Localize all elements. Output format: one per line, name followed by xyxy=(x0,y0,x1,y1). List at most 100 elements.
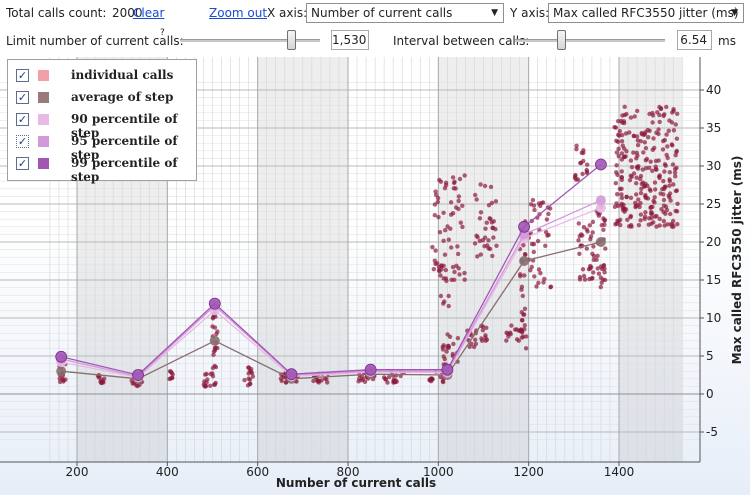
data-point xyxy=(519,284,525,289)
legend-item-99-percentile[interactable]: ✓ 99 percentile of step xyxy=(16,155,196,184)
data-point xyxy=(581,225,587,230)
data-point xyxy=(613,181,618,186)
data-point xyxy=(441,263,446,268)
data-point xyxy=(651,220,656,225)
data-point xyxy=(649,211,654,216)
data-point xyxy=(661,138,666,144)
data-point xyxy=(616,146,621,151)
limit-slider-track xyxy=(180,39,320,42)
data-point xyxy=(652,195,657,200)
data-point xyxy=(598,284,603,290)
legend-item-individual-calls[interactable]: ✓ individual calls xyxy=(16,67,196,85)
legend-checkbox[interactable]: ✓ xyxy=(16,135,29,148)
data-point xyxy=(636,223,642,228)
data-point xyxy=(672,170,678,175)
interval-slider-track xyxy=(515,39,665,42)
data-point xyxy=(650,120,655,125)
data-point xyxy=(675,222,680,227)
data-point xyxy=(649,215,654,220)
data-point xyxy=(595,253,600,258)
data-point xyxy=(584,167,589,173)
x-axis-select[interactable]: Number of current calls ▼ xyxy=(306,3,504,23)
data-point xyxy=(618,222,623,228)
data-point xyxy=(438,293,444,299)
interval-slider[interactable] xyxy=(515,28,665,52)
data-point xyxy=(531,249,536,255)
data-point xyxy=(530,197,536,203)
data-point xyxy=(449,245,454,250)
data-point xyxy=(362,379,368,384)
data-point xyxy=(617,186,623,192)
x-tick-label: 400 xyxy=(156,465,179,479)
legend-checkbox[interactable]: ✓ xyxy=(16,113,29,126)
data-point xyxy=(480,238,486,243)
data-point xyxy=(576,238,581,243)
help-icon[interactable]: ? xyxy=(160,28,165,38)
y-tick-label: 20 xyxy=(706,235,721,249)
data-point xyxy=(585,229,590,234)
data-point xyxy=(486,238,491,243)
limit-value-field[interactable]: 1,530 xyxy=(331,30,369,50)
legend-swatch xyxy=(38,158,49,169)
data-point xyxy=(483,226,488,231)
data-point xyxy=(538,271,543,276)
limit-slider-thumb[interactable] xyxy=(287,30,297,50)
data-point xyxy=(446,303,451,309)
data-point xyxy=(516,338,521,343)
x-axis-label: X axis: xyxy=(267,6,308,20)
data-point xyxy=(643,158,648,163)
zoom-out-link[interactable]: Zoom out xyxy=(209,6,268,20)
data-point xyxy=(652,214,658,219)
data-point xyxy=(655,110,660,115)
data-point xyxy=(629,165,635,170)
legend-item-90-percentile[interactable]: ✓ 90 percentile of step xyxy=(16,111,196,140)
data-point xyxy=(643,146,649,151)
data-point xyxy=(484,325,489,330)
clear-link[interactable]: Clear xyxy=(133,6,165,20)
data-point xyxy=(594,257,599,262)
data-point xyxy=(169,370,174,375)
data-point xyxy=(204,380,209,385)
data-point xyxy=(462,270,467,276)
chevron-down-icon: ▼ xyxy=(491,8,498,18)
legend-item-average-of-step[interactable]: ✓ average of step xyxy=(16,89,196,107)
data-point xyxy=(359,378,364,383)
series-marker xyxy=(209,335,220,346)
data-point xyxy=(620,132,625,138)
data-point xyxy=(543,243,548,248)
data-point xyxy=(483,338,488,343)
data-point xyxy=(441,343,446,348)
data-point xyxy=(488,184,494,190)
data-point xyxy=(657,173,662,178)
data-point xyxy=(631,150,636,155)
data-point xyxy=(631,171,637,176)
legend-item-95-percentile[interactable]: ✓ 95 percentile of step xyxy=(16,133,196,162)
data-point xyxy=(636,197,641,202)
data-point xyxy=(57,379,63,385)
data-point xyxy=(650,168,655,173)
series-line xyxy=(61,163,602,376)
data-point xyxy=(642,140,647,145)
data-point xyxy=(671,107,676,112)
interval-slider-thumb[interactable] xyxy=(557,30,567,50)
data-point xyxy=(634,156,639,161)
data-point xyxy=(204,371,209,377)
legend-checkbox[interactable]: ✓ xyxy=(16,91,29,104)
data-point xyxy=(614,150,619,155)
legend-checkbox[interactable]: ✓ xyxy=(16,157,29,170)
data-point xyxy=(619,169,624,174)
data-point xyxy=(456,251,461,257)
data-point xyxy=(456,194,462,199)
data-point xyxy=(548,284,554,289)
data-point xyxy=(646,135,651,140)
data-point xyxy=(619,192,624,197)
data-point xyxy=(647,187,652,192)
legend-checkbox[interactable]: ✓ xyxy=(16,69,29,82)
y-axis-select[interactable]: Max called RFC3550 jitter (ms) ▼ xyxy=(548,3,744,23)
interval-value-field[interactable]: 6.54 xyxy=(677,30,712,50)
limit-slider[interactable] xyxy=(180,28,320,52)
y-tick-label: 5 xyxy=(706,349,714,363)
data-point xyxy=(536,201,542,206)
data-point xyxy=(661,218,666,224)
